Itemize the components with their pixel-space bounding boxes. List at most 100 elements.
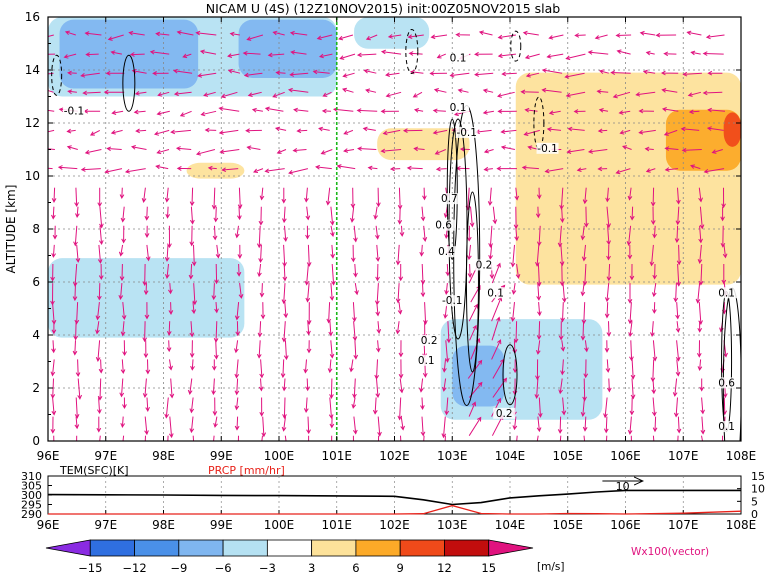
y-tick-label: 4 xyxy=(32,328,40,342)
wind-vector-arrow xyxy=(318,126,330,132)
shaded-region-2 xyxy=(238,19,337,78)
wind-vector-arrow xyxy=(697,359,703,372)
wind-vector-arrow xyxy=(48,129,55,133)
y-axis-label: ALTITUDE [km] xyxy=(4,185,18,274)
wind-vector-arrow xyxy=(189,340,195,358)
wind-vector-arrow xyxy=(331,263,336,286)
wind-vector-arrow xyxy=(541,68,563,74)
wind-vector-arrow xyxy=(281,283,287,305)
wind-vector-arrow xyxy=(119,187,125,200)
wind-vector-arrow xyxy=(420,397,425,410)
colorbar-units: [m/s] xyxy=(537,561,564,573)
wind-vector-arrow xyxy=(75,244,81,263)
wind-vector-arrow xyxy=(557,225,563,248)
wind-vector-arrow xyxy=(122,435,125,441)
wind-vector-arrow xyxy=(259,397,265,417)
wind-vector-arrow xyxy=(610,70,631,76)
wind-vector-arrow xyxy=(474,72,494,77)
wind-vector-arrow xyxy=(168,359,173,371)
wind-vector-arrow xyxy=(227,68,241,74)
wind-vector-arrow xyxy=(702,90,723,96)
wind-vector-arrow xyxy=(587,50,609,55)
wind-vector-arrow xyxy=(305,225,310,240)
wind-vector-arrow xyxy=(338,34,354,41)
wind-vector-arrow xyxy=(164,244,170,262)
wind-vector-arrow xyxy=(215,244,221,259)
wind-vector-arrow xyxy=(698,302,703,326)
x-tick-label: 96E xyxy=(37,449,60,463)
wind-vector-arrow xyxy=(664,167,679,172)
wind-vector-arrow xyxy=(536,435,539,441)
x-tick-label: 97E xyxy=(94,449,117,463)
wind-vector-arrow xyxy=(51,187,57,203)
wind-vector-arrow xyxy=(500,145,515,150)
wind-vector-arrow xyxy=(51,397,57,416)
wind-vector-arrow xyxy=(73,225,78,247)
colorbar-tick-label: 6 xyxy=(352,561,359,575)
wind-vector-arrow xyxy=(72,340,78,356)
wind-vector-arrow xyxy=(420,206,426,222)
contour-line-3 xyxy=(465,191,479,373)
colorbar-tick-label: −12 xyxy=(122,561,146,575)
wind-vector-arrow xyxy=(213,416,218,428)
wind-vector-arrow xyxy=(698,225,703,244)
wind-vector-arrow xyxy=(474,129,492,135)
wind-vector-arrow xyxy=(74,302,80,325)
wind-vector-arrow xyxy=(445,263,451,277)
wind-vector-arrow xyxy=(142,321,148,343)
sub-x-tick-label: 102E xyxy=(379,518,410,532)
wind-vector-arrow xyxy=(546,53,564,59)
contour-label-bg-13 xyxy=(715,377,738,389)
wind-vector-arrow xyxy=(433,88,447,93)
wind-vector-arrow xyxy=(66,145,78,150)
wind-vector-arrow xyxy=(497,53,516,59)
wind-vector-arrow xyxy=(190,359,195,371)
wind-vector-arrow xyxy=(50,359,56,377)
wind-vector-arrow xyxy=(342,87,354,93)
wind-vector-arrow xyxy=(290,50,307,55)
wind-vector-arrow xyxy=(169,378,175,399)
wind-vector-arrow xyxy=(48,88,54,93)
wind-vector-arrow xyxy=(560,302,565,323)
wind-vector-arrow xyxy=(604,302,610,319)
wind-vector-arrow xyxy=(376,321,382,334)
wind-vector-arrow xyxy=(459,146,470,152)
wind-vector-arrow xyxy=(514,187,520,201)
wind-vector-arrow xyxy=(122,340,127,357)
wind-vector-arrow xyxy=(51,302,57,325)
wind-vector-arrow xyxy=(321,108,332,114)
wind-vector-arrow xyxy=(99,435,101,441)
wind-vector-arrow xyxy=(597,166,608,172)
wind-vector-arrow xyxy=(652,302,657,314)
wind-vector-arrow xyxy=(468,416,482,436)
wind-vector-arrow xyxy=(510,244,516,268)
shaded-region-10 xyxy=(377,128,470,161)
wind-vector-arrow xyxy=(155,31,170,37)
wind-vector-arrow xyxy=(191,302,197,315)
wind-vector-arrow xyxy=(420,283,426,298)
wind-vector-arrow xyxy=(98,263,104,281)
wind-vector-arrow xyxy=(650,187,656,207)
contour-label: -0.1 xyxy=(64,106,85,118)
wind-vector-arrow xyxy=(245,128,262,133)
wind-vector-arrow xyxy=(243,72,263,78)
wind-vector-arrow xyxy=(329,416,335,429)
wind-vector-arrow xyxy=(237,187,243,210)
wind-vector-arrow xyxy=(699,206,705,230)
wind-vector-arrow xyxy=(179,110,192,117)
wind-vector-arrow xyxy=(330,225,335,238)
wind-vector-arrow xyxy=(435,166,447,172)
wind-vector-arrow xyxy=(237,435,239,441)
wind-vector-arrow xyxy=(144,416,149,436)
wind-vector-arrow xyxy=(628,321,633,338)
wind-vector-arrow xyxy=(120,206,126,223)
x-tick-label: 99E xyxy=(210,449,233,463)
wind-vector-arrow xyxy=(398,340,404,358)
wind-vector-arrow xyxy=(482,88,494,94)
wind-vector-arrow xyxy=(488,244,494,260)
contour-label-bg-5 xyxy=(435,246,458,258)
wind-vector-arrow xyxy=(352,416,358,435)
sub-left-tick-label: 300 xyxy=(21,489,42,502)
wind-vector-arrow xyxy=(234,302,240,321)
wind-vector-arrow xyxy=(676,244,682,266)
